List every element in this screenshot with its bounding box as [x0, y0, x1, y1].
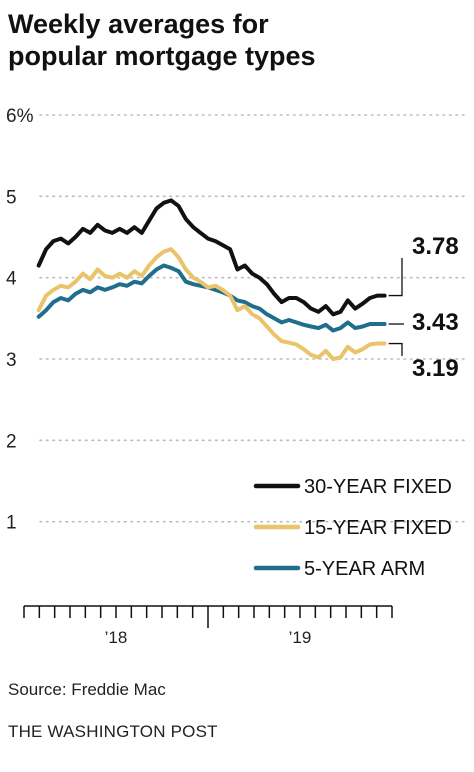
legend: 30-YEAR FIXED 15-YEAR FIXED 5-YEAR ARM	[253, 476, 452, 580]
series-line-5-year-arm	[36, 263, 387, 333]
publisher-credit: THE WASHINGTON POST	[8, 722, 218, 741]
end-labels: 3.78 3.19 3.43	[388, 233, 459, 382]
end-label-5-year-arm: 3.43	[412, 309, 459, 336]
end-label-leader-1	[388, 258, 403, 297]
y-axis-ticks: 6% 5 4 3 2 1	[6, 106, 34, 534]
legend-label-2: 15-YEAR FIXED	[304, 517, 452, 539]
y-tick-label-5: 5	[6, 187, 17, 208]
end-label-30-year-fixed: 3.78	[412, 233, 459, 260]
x-tick-label-1: ’19	[289, 628, 312, 647]
legend-label-3: 5-YEAR ARM	[304, 558, 425, 580]
source-note: Source: Freddie Mac	[8, 680, 166, 699]
series-line-15-year-fixed	[36, 247, 387, 361]
y-tick-label-4: 4	[6, 269, 17, 290]
x-axis: ’18 ’19	[23, 605, 393, 647]
y-tick-label-2: 2	[6, 431, 17, 452]
y-tick-label-3: 3	[6, 350, 17, 371]
series-lines	[36, 198, 387, 361]
chart-title: Weekly averages for popular mortgage typ…	[8, 8, 468, 72]
y-tick-label-6: 6%	[6, 106, 34, 127]
y-tick-label-1: 1	[6, 513, 17, 534]
chart-title-line-2: popular mortgage types	[8, 41, 316, 71]
x-tick-label-0: ’18	[105, 628, 128, 647]
legend-label-1: 30-YEAR FIXED	[304, 476, 452, 498]
end-label-15-year-fixed: 3.19	[412, 355, 459, 382]
end-label-leader-2	[388, 342, 403, 356]
series-line-30-year-fixed	[36, 198, 387, 317]
chart-title-line-1: Weekly averages for	[8, 9, 269, 39]
grid-lines	[39, 114, 469, 523]
